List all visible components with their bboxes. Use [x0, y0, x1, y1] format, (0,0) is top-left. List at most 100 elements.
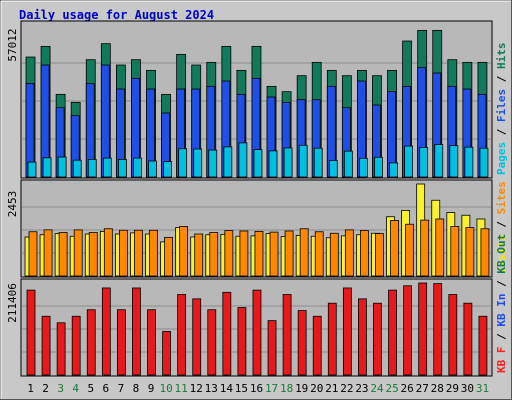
legend-entry-files: Files [495, 89, 508, 122]
sites-bar [375, 233, 384, 277]
legend-entry-pages: Pages [495, 142, 508, 175]
pages-bar [434, 144, 444, 178]
x-tick-label: 8 [133, 382, 140, 395]
pages-bar [389, 162, 398, 178]
visits-legend: Visits / Sites [495, 181, 508, 274]
legend-separator: / [495, 274, 508, 294]
sites-bar [329, 232, 339, 277]
sites-bar [405, 223, 415, 277]
pages-bar [343, 150, 353, 178]
sites-bar [73, 229, 83, 277]
sites-bar [420, 219, 430, 277]
sites-bar [390, 220, 399, 277]
pages-bar [57, 156, 67, 178]
legend-separator: / [495, 122, 508, 142]
x-tick-label: 27 [416, 382, 429, 395]
x-tick-label: 6 [103, 382, 110, 395]
x-tick-label: 17 [265, 382, 278, 395]
sites-bar [284, 230, 294, 277]
sites-bar [450, 226, 460, 277]
sites-bar [224, 230, 234, 277]
max-labels: 57012 2453 211406 [6, 28, 19, 322]
pages-bar [404, 145, 414, 178]
x-tick-label: 20 [310, 382, 323, 395]
kbytes-bar [433, 283, 443, 376]
x-tick-label: 29 [446, 382, 459, 395]
x-tick-label: 22 [340, 382, 353, 395]
visits-max-label: 2453 [6, 191, 19, 218]
sites-bar [28, 231, 38, 277]
kbytes-bar [237, 307, 247, 376]
sites-bar [194, 233, 204, 277]
legend-entry-kb-f: KB F [495, 347, 508, 374]
x-tick-label: 19 [295, 382, 308, 395]
x-tick-label: 14 [220, 382, 234, 395]
kbytes-bar [373, 302, 382, 376]
sites-bar [103, 228, 113, 277]
kbytes-bar [403, 285, 413, 376]
kbytes-bar [41, 315, 51, 376]
sites-bar [299, 228, 309, 277]
kbytes-legend: KB F / KB In / KB Out [495, 234, 508, 373]
sites-bar [269, 231, 279, 277]
pages-bar [283, 147, 293, 178]
x-tick-label: 1 [27, 382, 34, 395]
kbytes-bar [388, 289, 397, 376]
x-tick-label: 9 [148, 382, 155, 395]
x-tick-label: 4 [72, 382, 79, 395]
pages-bar [178, 148, 188, 178]
kbytes-bar [327, 302, 337, 376]
legend-entry-visits: Visits [495, 234, 508, 274]
kbytes-bar [56, 322, 66, 376]
pages-bar [479, 147, 489, 178]
x-tick-label: 3 [57, 382, 64, 395]
kbytes-max-label: 211406 [6, 283, 19, 323]
kbytes-bar [358, 298, 367, 376]
pages-bar [148, 160, 157, 178]
kbytes-bar [342, 287, 352, 376]
hits-max-label: 57012 [6, 28, 19, 61]
x-tick-label: 26 [401, 382, 414, 395]
sites-bar [209, 232, 219, 277]
kbytes-bar [116, 309, 126, 376]
pages-bar [193, 148, 203, 178]
kbytes-bar [177, 294, 187, 376]
chart-title: Daily usage for August 2024 [19, 8, 214, 22]
kbytes-bar [252, 289, 262, 376]
kbytes-bar [418, 282, 428, 376]
pages-bar [449, 145, 459, 178]
sites-bar [314, 231, 324, 277]
pages-bar [268, 150, 278, 178]
pages-bar [419, 147, 429, 178]
legend-entry-kb-in: KB In [495, 294, 508, 327]
kbytes-bar [26, 289, 36, 376]
x-tick-label: 18 [280, 382, 293, 395]
bars [24, 29, 490, 376]
kbytes-bar [207, 309, 217, 376]
pages-bar [133, 157, 142, 178]
pages-bar [253, 149, 263, 178]
pages-bar [117, 159, 127, 178]
kbytes-bar [222, 291, 232, 376]
kbytes-bar [267, 320, 277, 376]
sites-bar [480, 228, 490, 277]
sites-bar [254, 230, 264, 277]
sites-bar [149, 229, 158, 277]
pages-bar [464, 146, 474, 178]
sites-bar [43, 229, 53, 277]
pages-bar [208, 149, 218, 178]
x-tick-label: 30 [461, 382, 474, 395]
sites-bar [88, 232, 98, 277]
legend-separator: / [495, 327, 508, 347]
x-tick-label: 13 [205, 382, 218, 395]
x-tick-label: 2 [42, 382, 49, 395]
pages-bar [87, 159, 97, 178]
x-tick-label: 28 [431, 382, 444, 395]
pages-bar [27, 161, 37, 178]
x-tick-label: 11 [175, 382, 188, 395]
legend-separator: / [495, 69, 508, 89]
x-tick-label: 31 [476, 382, 489, 395]
pages-bar [374, 156, 383, 178]
legend-separator: / [495, 214, 508, 234]
